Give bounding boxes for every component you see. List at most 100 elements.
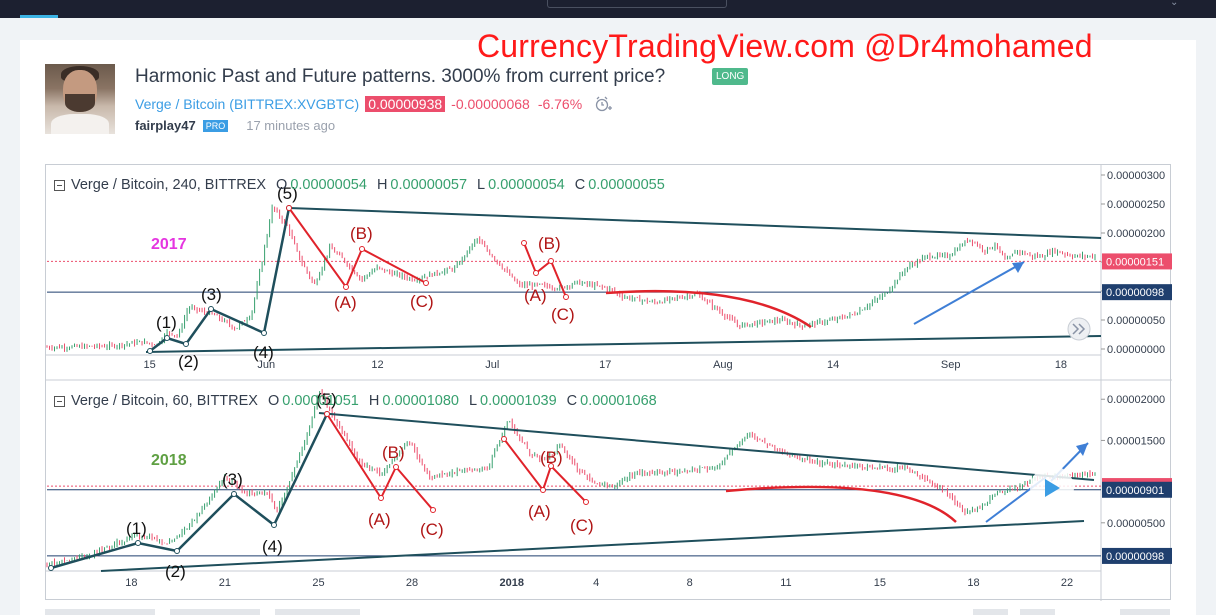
price-axis-label: 0.00002000 (1107, 394, 1165, 406)
author-row: fairplay47 PRO 17 minutes ago (135, 118, 335, 133)
wave-pivot (501, 436, 507, 442)
collapse-legend-icon[interactable] (54, 179, 65, 191)
lower-trendline (145, 335, 1102, 353)
time-axis-label: Sep (941, 359, 961, 371)
legend-open-label: O (276, 177, 288, 193)
legend-close-value: 0.00001068 (580, 393, 657, 409)
time-axis-label: 18 (967, 577, 979, 589)
author-name-link[interactable]: fairplay47 (135, 118, 196, 133)
legend-close-value: 0.00000055 (588, 177, 665, 193)
author-avatar[interactable] (45, 64, 115, 134)
pro-badge: PRO (202, 119, 229, 132)
wave-label: (A) (368, 510, 391, 529)
price-label-text: 0.00000098 (1106, 551, 1164, 563)
chevron-down-icon[interactable]: ⌄ (1170, 0, 1179, 8)
top-navigation-bar: ⌄ (0, 0, 1216, 18)
tab-comments[interactable] (45, 609, 155, 615)
wave-pivot (393, 464, 399, 470)
corrective-wave-line (503, 438, 587, 503)
wave-label: (A) (524, 286, 547, 305)
time-axis-label: 2018 (500, 577, 524, 589)
wave-pivot (430, 507, 436, 513)
wave-pivot (563, 294, 569, 300)
wave-label: (2) (165, 562, 186, 581)
chart-container[interactable]: 0.000003000.000002500.000002000.00000150… (45, 164, 1172, 601)
price-label-badge (1102, 481, 1172, 498)
wave-pivot (183, 341, 189, 347)
wave-pivot (286, 205, 292, 211)
legend-high-value: 0.00001080 (382, 393, 459, 409)
more-button[interactable] (1120, 609, 1170, 615)
time-axis-label: 15 (874, 577, 886, 589)
top-pane-legend: Verge / Bitcoin, 240, BITTREX O 0.0000005… (54, 177, 665, 193)
share-button[interactable] (1020, 609, 1055, 615)
wave-pivot (378, 495, 384, 501)
year-label: 2017 (151, 236, 187, 253)
projection-arrow-head (1012, 262, 1024, 273)
symbol-change-percent: -6.76% (537, 96, 583, 112)
wave-label: (C) (420, 520, 444, 539)
wave-label: (C) (410, 292, 434, 311)
collapse-legend-icon[interactable] (54, 395, 65, 407)
wave-pivot (147, 348, 153, 354)
price-axis-label: 0.00000200 (1107, 228, 1165, 240)
wave-pivot (521, 240, 527, 246)
price-axis-label: 0.00000000 (1107, 344, 1165, 356)
wave-pivot (271, 522, 277, 528)
time-axis-label: Jul (485, 359, 499, 371)
price-label-badge (1102, 547, 1172, 564)
rounding-bottom-curve (605, 289, 812, 329)
legend-low-value: 0.00001039 (480, 393, 557, 409)
projection-arrow-head (1076, 443, 1088, 456)
year-label: 2018 (151, 452, 187, 469)
price-label-text: 0.00000098 (1106, 287, 1164, 299)
like-button[interactable] (973, 609, 1008, 615)
symbol-row: Verge / Bitcoin (BITTREX:XVGBTC) 0.00000… (135, 95, 613, 113)
wave-label: (C) (570, 516, 594, 535)
wave-pivot (48, 565, 54, 571)
rounding-bottom-curve (725, 485, 957, 523)
time-axis-label: 14 (827, 359, 839, 371)
projection-arrow (913, 261, 1025, 325)
wave-label: (B) (540, 448, 563, 467)
corrective-wave-line (523, 242, 567, 298)
time-axis-label: 17 (599, 359, 611, 371)
chart-canvas[interactable]: 0.000003000.000002500.000002000.00000150… (46, 165, 1172, 601)
upper-trendline (318, 412, 1095, 481)
tab-related[interactable] (275, 609, 360, 615)
wave-label: (B) (538, 234, 561, 253)
wave-pivot (324, 411, 330, 417)
impulse-wave-line (50, 413, 329, 570)
alarm-clock-plus-icon[interactable] (594, 95, 613, 113)
time-axis-label: 8 (687, 577, 693, 589)
exchange-open-paren: ( (229, 96, 234, 112)
wave-pivot (231, 491, 237, 497)
legend-symbol-name: Verge / Bitcoin, 240, BITTREX (71, 177, 267, 193)
double-chevron-right-icon (1072, 323, 1086, 335)
wave-label: (A) (334, 293, 357, 312)
time-axis-label: 25 (312, 577, 324, 589)
price-label-badge (1102, 284, 1172, 301)
bottom-pane-legend: Verge / Bitcoin, 60, BITTREX O 0.00001051… (54, 393, 657, 409)
time-axis-label: 21 (219, 577, 231, 589)
play-icon (1045, 479, 1060, 497)
symbol-name-link[interactable]: Verge / Bitcoin (135, 96, 226, 112)
symbol-change: -0.00000068 (451, 96, 530, 112)
price-axis-label: 0.00000250 (1107, 199, 1165, 211)
symbol-exchange-link[interactable]: (BITTREX:XVGBTC) (229, 96, 359, 112)
wave-pivot (164, 335, 170, 341)
wave-pivot (533, 270, 539, 276)
wave-pivot (540, 487, 546, 493)
wave-label: (4) (253, 343, 274, 362)
time-axis-label: 15 (144, 359, 156, 371)
idea-title: Harmonic Past and Future patterns. 3000%… (135, 66, 666, 87)
tab-share[interactable] (170, 609, 260, 615)
avatar-beard (65, 94, 95, 112)
candles-group (46, 389, 1096, 568)
legend-open-value: 0.00000054 (290, 177, 367, 193)
search-box[interactable] (547, 0, 727, 8)
wave-pivot (548, 258, 554, 264)
long-badge: LONG (712, 68, 749, 85)
wave-pivot (135, 540, 141, 546)
legend-high-label: H (376, 177, 388, 193)
